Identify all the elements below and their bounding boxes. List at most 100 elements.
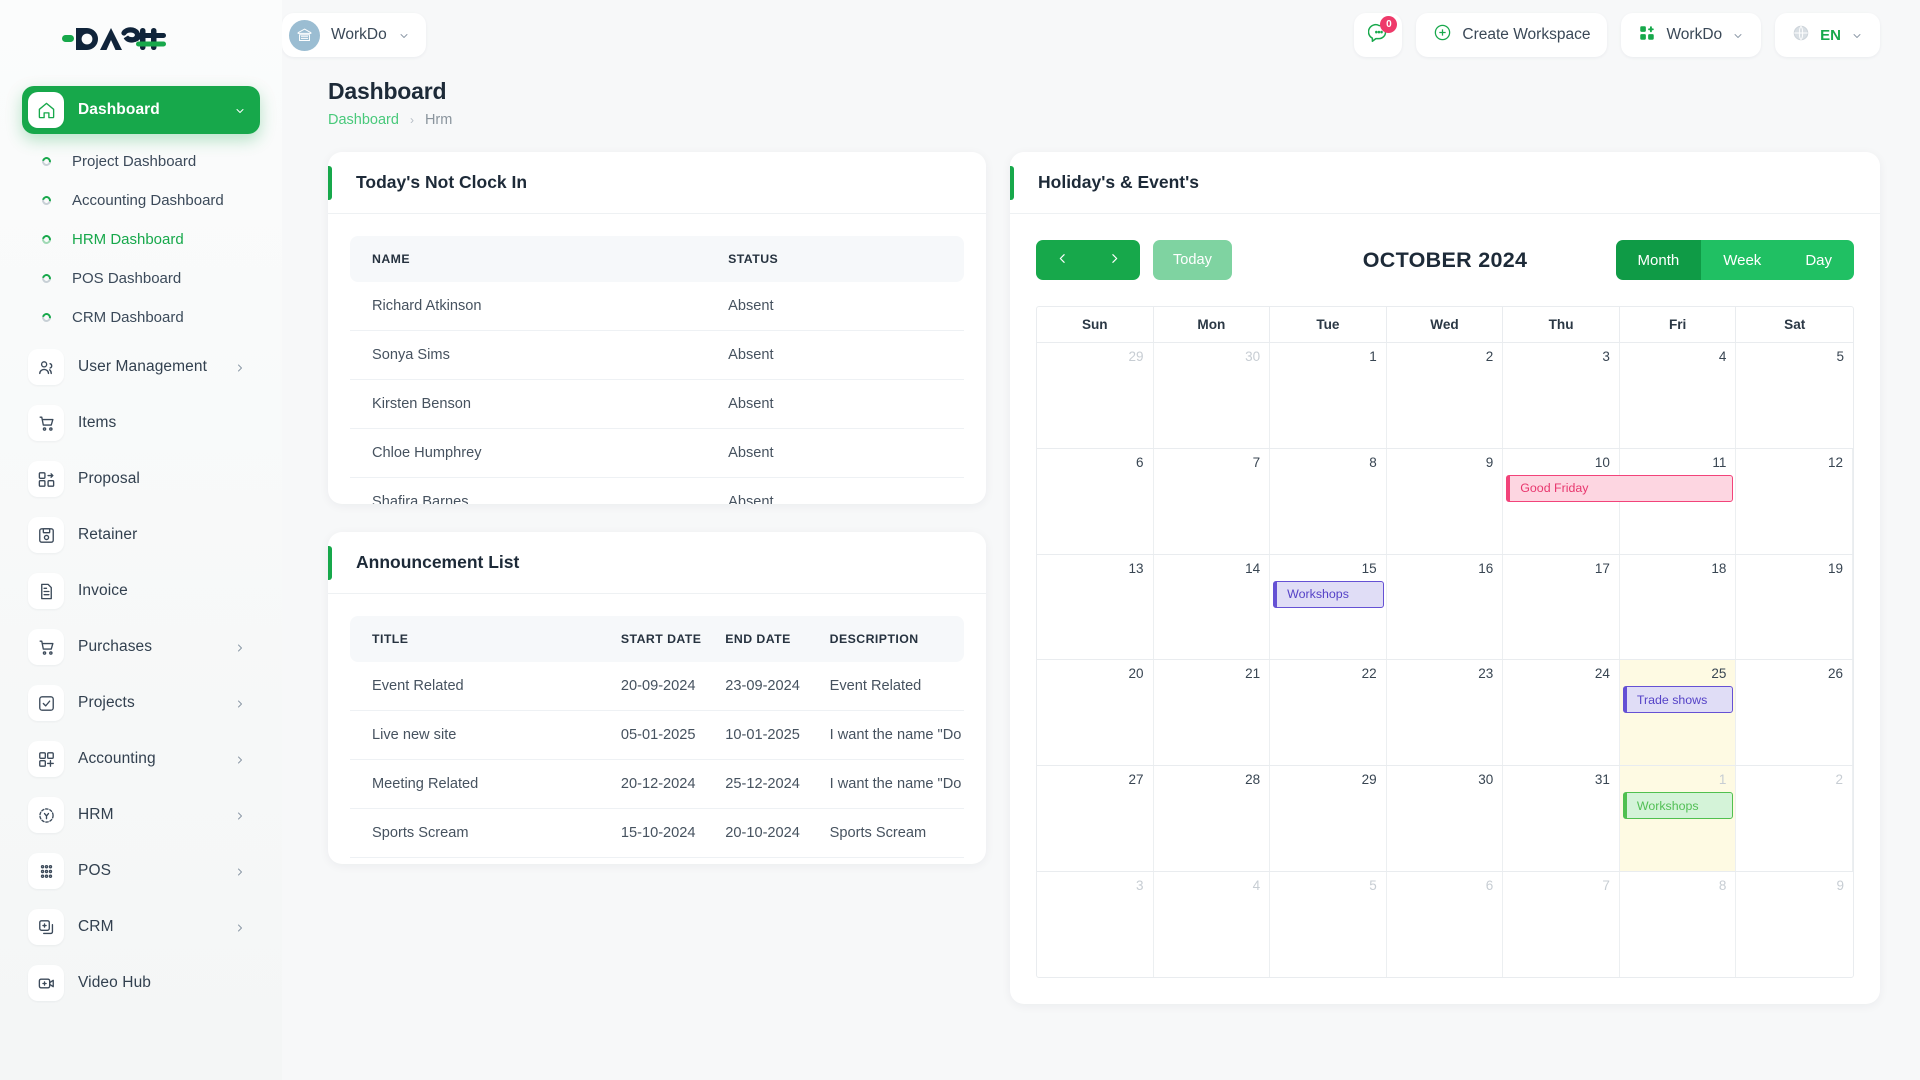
calendar-day-cell[interactable]: 30 — [1154, 343, 1271, 448]
calendar-day-cell[interactable]: 31 — [1503, 766, 1620, 872]
logo[interactable] — [0, 0, 282, 78]
calendar-day-cell[interactable]: 5 — [1736, 343, 1853, 448]
table-row[interactable]: Kirsten Benson Absent — [350, 379, 964, 429]
calendar-event[interactable]: Workshops — [1273, 580, 1384, 608]
calendar-day-cell[interactable]: 18 — [1620, 554, 1737, 660]
calendar-event[interactable]: Good Friday — [1506, 474, 1734, 502]
calendar-day-cell[interactable]: 30 — [1387, 766, 1504, 872]
create-workspace-button[interactable]: Create Workspace — [1416, 13, 1608, 57]
workspace-selector[interactable]: WorkDo — [1621, 13, 1762, 57]
calendar-day-cell[interactable]: 16 — [1387, 554, 1504, 660]
sidebar-subitem-pos-dashboard[interactable]: POS Dashboard — [22, 259, 260, 298]
table-row[interactable]: We want to earn your deepest trust 11-09… — [350, 857, 964, 864]
calendar-day-cell[interactable]: 12 — [1736, 448, 1853, 554]
calendar-day-cell[interactable]: 24 — [1503, 660, 1620, 766]
sidebar-item-hrm[interactable]: HRM — [22, 791, 260, 839]
calendar-day-cell[interactable]: 26 — [1736, 660, 1853, 766]
chevron-right-icon — [1108, 252, 1121, 268]
calendar-day-cell[interactable]: 7 — [1154, 448, 1271, 554]
sidebar-item-label: Purchases — [78, 638, 153, 655]
calendar-day-cell[interactable]: 3 — [1037, 872, 1154, 977]
table-row[interactable]: Chloe Humphrey Absent — [350, 428, 964, 478]
calendar-day-cell[interactable]: 6 — [1387, 872, 1504, 977]
sidebar-subnav: Project Dashboard Accounting Dashboard H… — [22, 142, 260, 337]
sidebar-subitem-hrm-dashboard[interactable]: HRM Dashboard — [22, 220, 260, 259]
sidebar-item-dashboard[interactable]: Dashboard — [22, 86, 260, 134]
calendar-today-button[interactable]: Today — [1153, 240, 1232, 280]
calendar-view-week[interactable]: Week — [1701, 240, 1784, 280]
workspace-name: WorkDo — [331, 26, 387, 43]
sidebar-item-purchases[interactable]: Purchases — [22, 623, 260, 671]
announcement-list-card: Announcement List TITLE START DATE END D… — [328, 532, 986, 864]
calendar-day-cell[interactable]: 7 — [1503, 872, 1620, 977]
calendar-day-cell[interactable]: 9 — [1387, 448, 1504, 554]
globe-icon — [1792, 24, 1810, 47]
calendar-day-number: 1 — [1718, 772, 1727, 788]
sidebar-subitem-project-dashboard[interactable]: Project Dashboard — [22, 142, 260, 181]
calendar-day-cell[interactable]: 8 — [1620, 872, 1737, 977]
calendar-day-cell[interactable]: 13 — [1037, 554, 1154, 660]
calendar-day-cell[interactable]: 8 — [1270, 448, 1387, 554]
calendar-day-cell[interactable]: 2 — [1736, 766, 1853, 872]
calendar-day-cell[interactable]: 5 — [1270, 872, 1387, 977]
chevron-right-icon — [234, 641, 246, 653]
calendar-week-row: 29 30 1 2 3 4 5 — [1037, 343, 1853, 449]
table-row[interactable]: Richard Atkinson Absent — [350, 282, 964, 331]
calendar-day-cell[interactable]: 4 — [1154, 872, 1271, 977]
sidebar-item-proposal[interactable]: Proposal — [22, 455, 260, 503]
calendar-day-cell[interactable]: 29 — [1270, 766, 1387, 872]
calendar-prev-button[interactable] — [1036, 240, 1088, 280]
sidebar-item-video-hub[interactable]: Video Hub — [22, 959, 260, 1007]
table-row[interactable]: Event Related 20-09-2024 23-09-2024 Even… — [350, 662, 964, 711]
calendar-event[interactable]: Trade shows — [1622, 686, 1734, 714]
table-row[interactable]: Sonya Sims Absent — [350, 330, 964, 380]
sidebar-item-user-management[interactable]: User Management — [22, 343, 260, 391]
calendar-view-day[interactable]: Day — [1783, 240, 1854, 280]
calendar-day-cell[interactable]: 17 — [1503, 554, 1620, 660]
calendar-day-cell[interactable]: 22 — [1270, 660, 1387, 766]
breadcrumb-root[interactable]: Dashboard — [328, 112, 399, 128]
calendar-day-cell[interactable]: 27 — [1037, 766, 1154, 872]
sidebar-item-projects[interactable]: Projects — [22, 679, 260, 727]
table-row[interactable]: Meeting Related 20-12-2024 25-12-2024 I … — [350, 759, 964, 809]
sidebar-subitem-label: POS Dashboard — [72, 270, 182, 287]
calendar-day-number: 29 — [1128, 349, 1144, 364]
sidebar-item-pos[interactable]: POS — [22, 847, 260, 895]
sidebar-subitem-crm-dashboard[interactable]: CRM Dashboard — [22, 298, 260, 337]
sidebar-item-invoice[interactable]: Invoice — [22, 567, 260, 615]
cell-title: We want to earn your deepest trust — [350, 857, 599, 864]
sidebar-item-accounting[interactable]: Accounting — [22, 735, 260, 783]
cell-title: Live new site — [350, 710, 599, 760]
calendar-event[interactable]: Workshops — [1622, 792, 1734, 820]
table-row[interactable]: Live new site 05-01-2025 10-01-2025 I wa… — [350, 710, 964, 760]
calendar-view-month[interactable]: Month — [1615, 240, 1702, 280]
calendar-day-number: 8 — [1369, 454, 1377, 470]
calendar-day-cell[interactable]: 29 — [1037, 343, 1154, 448]
calendar-day-cell[interactable]: 3 — [1503, 343, 1620, 448]
calendar-day-cell[interactable]: 23 — [1387, 660, 1504, 766]
calendar-day-cell[interactable]: 19 — [1736, 554, 1853, 660]
sidebar-item-items[interactable]: Items — [22, 399, 260, 447]
calendar-next-button[interactable] — [1088, 240, 1140, 280]
chat-button[interactable]: 0 — [1354, 13, 1403, 57]
calendar-day-cell[interactable]: 14 — [1154, 554, 1271, 660]
language-selector[interactable]: EN — [1775, 13, 1880, 57]
workspace-chip[interactable]: WorkDo — [282, 13, 426, 57]
table-row[interactable]: Sports Scream 15-10-2024 20-10-2024 Spor… — [350, 808, 964, 858]
calendar-day-cell[interactable]: 6 — [1037, 448, 1154, 554]
sidebar-item-retainer[interactable]: Retainer — [22, 511, 260, 559]
calendar-day-cell[interactable]: 28 — [1154, 766, 1271, 872]
calendar-day-cell[interactable]: 15 — [1270, 554, 1387, 660]
calendar-day-cell[interactable]: 4 — [1620, 343, 1737, 448]
calendar-day-cell[interactable]: 11 — [1620, 448, 1737, 554]
calendar-day-cell[interactable]: 9 — [1736, 872, 1853, 977]
calendar-day-cell[interactable]: 1 — [1270, 343, 1387, 448]
table-row[interactable]: Shafira Barnes Absent — [350, 477, 964, 504]
calendar-day-cell[interactable]: 21 — [1154, 660, 1271, 766]
sidebar-item-crm[interactable]: CRM — [22, 903, 260, 951]
calendar-day-cell[interactable]: 20 — [1037, 660, 1154, 766]
calendar-day-cell[interactable]: 2 — [1387, 343, 1504, 448]
todays-not-clock-in-card: Today's Not Clock In NAME STATUS — [328, 152, 986, 504]
sidebar-subitem-accounting-dashboard[interactable]: Accounting Dashboard — [22, 181, 260, 220]
sidebar-subitem-label: CRM Dashboard — [72, 309, 184, 326]
